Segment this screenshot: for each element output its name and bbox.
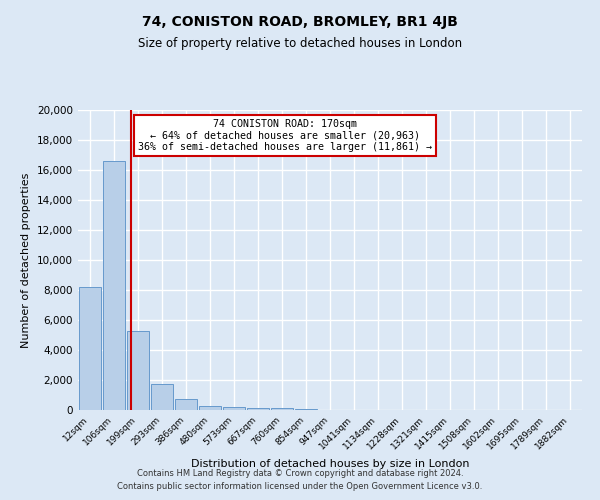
Bar [175,399,197,410]
Bar [127,330,149,410]
Text: Size of property relative to detached houses in London: Size of property relative to detached ho… [138,38,462,51]
Bar [199,406,221,410]
Text: 74, CONISTON ROAD, BROMLEY, BR1 4JB: 74, CONISTON ROAD, BROMLEY, BR1 4JB [142,15,458,29]
Bar [79,287,101,410]
X-axis label: Distribution of detached houses by size in London: Distribution of detached houses by size … [191,460,469,469]
Bar [295,408,317,410]
Text: 74 CONISTON ROAD: 170sqm
← 64% of detached houses are smaller (20,963)
36% of se: 74 CONISTON ROAD: 170sqm ← 64% of detach… [137,119,431,152]
Bar [103,161,125,410]
Y-axis label: Number of detached properties: Number of detached properties [22,172,31,348]
Bar [151,384,173,410]
Text: Contains public sector information licensed under the Open Government Licence v3: Contains public sector information licen… [118,482,482,491]
Bar [247,408,269,410]
Bar [223,407,245,410]
Text: Contains HM Land Registry data © Crown copyright and database right 2024.: Contains HM Land Registry data © Crown c… [137,468,463,477]
Bar [271,408,293,410]
